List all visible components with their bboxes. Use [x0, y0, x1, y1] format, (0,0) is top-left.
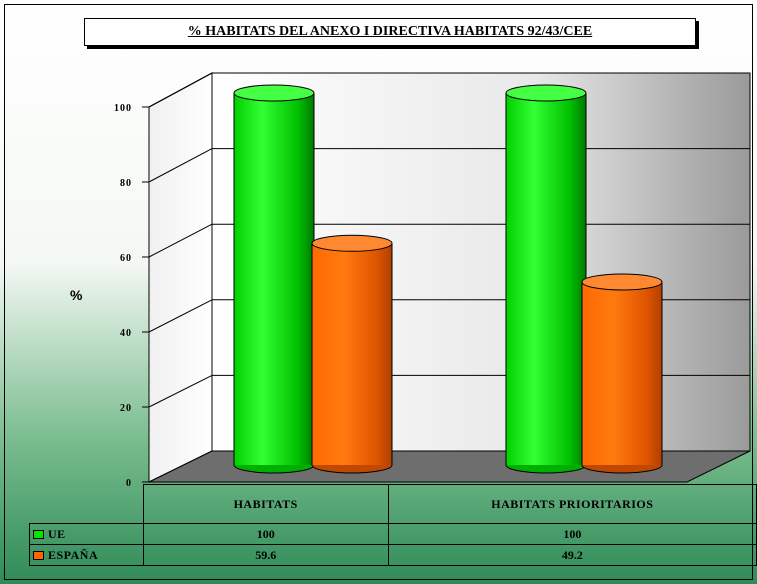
gridline-side-40: [148, 299, 213, 333]
legend-swatch-ue: [33, 530, 44, 540]
data-label-espana-habitats-prioritarios: 49.2: [387, 544, 757, 566]
gridline-side-60: [148, 223, 213, 258]
data-label-ue-habitats: 100: [142, 523, 389, 545]
gridline-side-20: [148, 374, 213, 408]
y-axis-label: %: [70, 287, 83, 303]
y-tick-label-60: 60: [120, 253, 132, 264]
legend-swatch-espana: [33, 551, 44, 561]
data-label-ue-habitats-prioritarios: 100: [387, 523, 757, 545]
category-label-habitats: HABITATS: [142, 484, 389, 524]
y-axis: 0 20 40 60 80 100: [114, 103, 149, 489]
legend-entry-ue: UE: [29, 523, 144, 545]
legend-label-ue: UE: [48, 526, 66, 541]
bar-body: [312, 243, 392, 465]
legend-entry-espana: ESPAÑA: [29, 544, 144, 566]
side-wall: [148, 72, 213, 483]
outer-border: [4, 4, 753, 580]
category-label-habitats-prioritarios: HABITATS PRIORITARIOS: [387, 484, 757, 524]
data-table-corner: [30, 485, 144, 524]
gridline-side-80: [148, 148, 213, 183]
bar-body: [234, 93, 314, 465]
bar-españa-1: [581, 273, 663, 474]
legend-label-espana: ESPAÑA: [48, 547, 99, 562]
data-table: HABITATS HABITATS PRIORITARIOS UE 100 10…: [29, 484, 757, 566]
data-label-espana-habitats: 59.6: [142, 544, 389, 566]
bar-top: [311, 234, 393, 252]
bar-body: [506, 93, 586, 465]
bar-body: [582, 281, 662, 465]
y-tick-label-0: 0: [126, 478, 132, 489]
bar-top: [505, 84, 587, 102]
y-tick-label-80: 80: [120, 178, 132, 189]
bar-top: [233, 84, 315, 102]
y-tick-label-40: 40: [120, 328, 132, 339]
bar-ue-0: [233, 84, 315, 474]
bars: [233, 84, 663, 474]
bar-ue-1: [505, 84, 587, 474]
chart-title: % HABITATS DEL ANEXO I DIRECTIVA HABITAT…: [84, 18, 696, 46]
y-tick-label-20: 20: [120, 403, 132, 414]
bar-top: [581, 273, 663, 291]
gridline-side-100: [148, 72, 213, 108]
bar-españa-0: [311, 234, 393, 474]
y-tick-label-100: 100: [114, 103, 132, 114]
